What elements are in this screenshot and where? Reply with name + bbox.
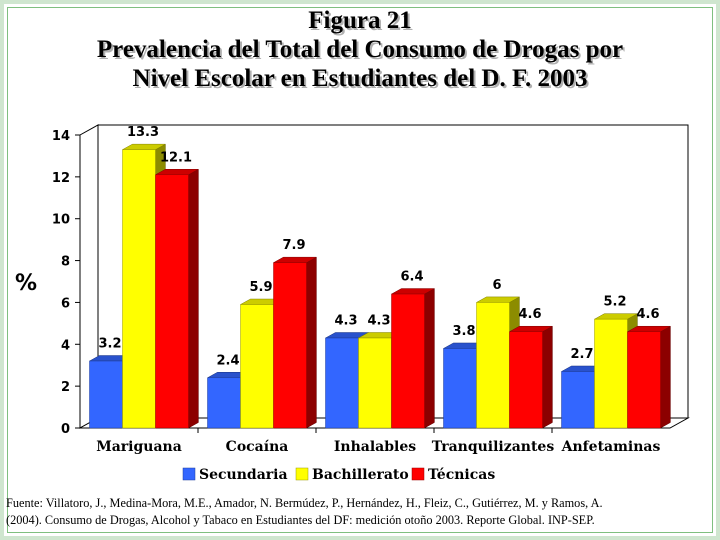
bar [561, 371, 595, 429]
legend-label: Bachillerato [312, 467, 409, 483]
y-tick-label: 0 [61, 422, 70, 437]
bar-side [660, 325, 671, 429]
data-label: 4.6 [636, 307, 659, 322]
y-tick-label: 14 [52, 129, 70, 144]
bar [122, 149, 156, 429]
data-label: 5.9 [249, 280, 272, 295]
bar [325, 337, 359, 429]
legend-label: Técnicas [428, 467, 495, 483]
data-label: 2.4 [216, 353, 239, 368]
x-tick-label: Tranquilizantes [432, 439, 555, 455]
footnote-line-2: (2004). Consumo de Drogas, Alcohol y Tab… [6, 513, 595, 527]
bar [594, 318, 628, 429]
bar [89, 360, 123, 429]
data-label: 3.2 [98, 337, 121, 352]
bar [443, 348, 477, 429]
legend-swatch [182, 467, 196, 481]
x-tick-label: Inhalables [334, 439, 416, 455]
bar-side [542, 325, 553, 429]
bar [627, 331, 661, 429]
data-label: 12.1 [160, 150, 192, 165]
bar [240, 304, 274, 429]
data-label: 4.6 [518, 307, 541, 322]
data-label: 4.3 [367, 314, 390, 329]
bar-side [188, 168, 199, 429]
bar [358, 337, 392, 429]
x-tick-label: Cocaína [226, 439, 289, 455]
data-label: 6 [492, 278, 501, 293]
data-label: 4.3 [334, 314, 357, 329]
y-tick-label: 10 [52, 213, 70, 228]
footnote-line-1: Fuente: Villatoro, J., Medina-Mora, M.E.… [6, 496, 603, 510]
y-tick-label: 6 [61, 296, 70, 311]
y-tick-label: 12 [52, 171, 70, 186]
bar [155, 174, 189, 429]
y-tick-label: 2 [61, 380, 70, 395]
x-tick-label: Mariguana [96, 439, 182, 455]
bar-side [306, 256, 317, 429]
slide-inner-border [7, 7, 713, 533]
bar [391, 293, 425, 429]
y-tick-label: 4 [61, 338, 70, 353]
legend-swatch [295, 467, 309, 481]
x-tick-label: Anfetaminas [561, 439, 661, 455]
title-line-3: Nivel Escolar en Estudiantes del D. F. 2… [132, 65, 588, 92]
data-label: 13.3 [127, 125, 159, 140]
data-label: 2.7 [570, 347, 593, 362]
legend-swatch [411, 467, 425, 481]
title-line-2: Prevalencia del Total del Consumo de Dro… [96, 36, 624, 63]
title-line-1: Figura 21 [308, 7, 412, 34]
source-footnote: Fuente: Villatoro, J., Medina-Mora, M.E.… [6, 495, 714, 529]
data-label: 6.4 [400, 270, 423, 285]
bar [273, 262, 307, 429]
data-label: 3.8 [452, 324, 475, 339]
data-label: 7.9 [282, 238, 305, 253]
bar [476, 302, 510, 429]
data-label: 5.2 [603, 295, 626, 310]
y-axis-label: % [15, 271, 37, 296]
bar [509, 331, 543, 429]
y-tick-label: 8 [61, 255, 70, 270]
bar [207, 377, 241, 429]
chart-title: Figura 21 Prevalencia del Total del Cons… [0, 6, 720, 93]
legend-label: Secundaria [199, 467, 288, 483]
bar-side [424, 288, 435, 429]
